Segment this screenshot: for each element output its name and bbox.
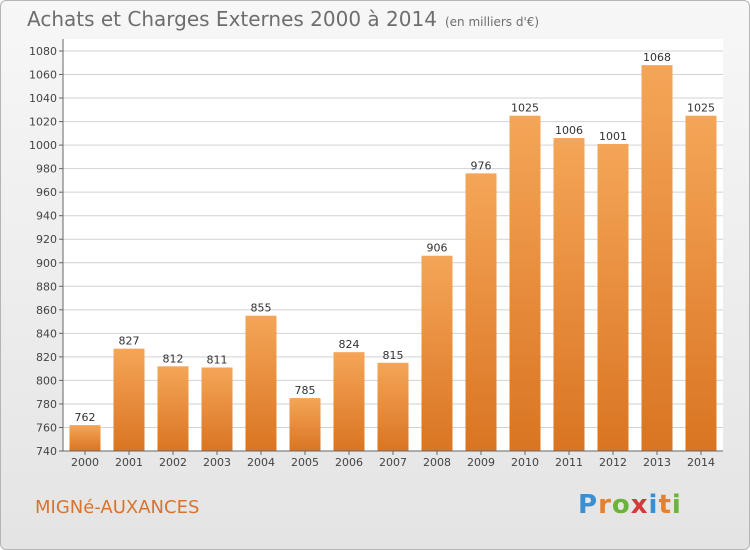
bar <box>553 138 585 451</box>
x-tick-label: 2006 <box>335 456 363 469</box>
y-tick-label: 920 <box>36 233 57 246</box>
x-tick-label: 2009 <box>467 456 495 469</box>
data-label: 815 <box>383 349 404 362</box>
city-name: MIGNé-AUXANCES <box>35 497 200 518</box>
y-tick-label: 740 <box>36 445 57 458</box>
data-label: 855 <box>251 302 272 315</box>
y-tick-label: 780 <box>36 398 57 411</box>
data-label: 785 <box>295 384 316 397</box>
bar <box>289 398 321 451</box>
data-label: 1001 <box>599 130 627 143</box>
logo-letter: P <box>578 490 599 520</box>
bar <box>685 115 717 452</box>
y-tick-label: 1080 <box>29 45 57 58</box>
x-tick-label: 2010 <box>511 456 539 469</box>
x-tick-label: 2007 <box>379 456 407 469</box>
bar <box>509 115 541 452</box>
bar <box>157 366 189 451</box>
logo-letter: x <box>630 490 649 520</box>
data-label: 1025 <box>687 102 715 115</box>
y-tick-label: 980 <box>36 163 57 176</box>
x-tick-label: 2014 <box>687 456 715 469</box>
data-label: 1006 <box>555 124 583 137</box>
x-tick-label: 2012 <box>599 456 627 469</box>
x-tick-label: 2001 <box>115 456 143 469</box>
title-text: Achats et Charges Externes 2000 à 2014 <box>27 7 437 31</box>
logo-letter: t <box>658 490 672 520</box>
x-tick-label: 2011 <box>555 456 583 469</box>
y-tick-label: 1040 <box>29 92 57 105</box>
y-tick-label: 760 <box>36 421 57 434</box>
bar <box>597 143 629 452</box>
data-label: 827 <box>119 335 140 348</box>
x-tick-label: 2002 <box>159 456 187 469</box>
y-tick-label: 820 <box>36 351 57 364</box>
logo-letter: r <box>598 490 612 520</box>
logo-letter: o <box>611 490 631 520</box>
data-label: 762 <box>75 411 96 424</box>
x-tick-label: 2000 <box>71 456 99 469</box>
logo-letter: i <box>671 490 682 520</box>
y-tick-label: 800 <box>36 374 57 387</box>
x-tick-label: 2013 <box>643 456 671 469</box>
y-tick-label: 960 <box>36 186 57 199</box>
data-label: 1025 <box>511 102 539 115</box>
y-tick-label: 900 <box>36 257 57 270</box>
bar <box>69 425 101 451</box>
title-unit: (en milliers d'€) <box>444 15 540 29</box>
data-label: 1068 <box>643 51 671 64</box>
bar <box>377 362 409 451</box>
data-label: 906 <box>427 242 448 255</box>
proxiti-logo: Proxiti <box>578 490 682 520</box>
logo-letter: i <box>648 490 659 520</box>
x-tick-label: 2003 <box>203 456 231 469</box>
bar <box>465 173 497 451</box>
data-label: 824 <box>339 338 360 351</box>
bar <box>421 255 453 451</box>
y-tick-label: 1000 <box>29 139 57 152</box>
data-label: 812 <box>163 352 184 365</box>
y-tick-label: 1020 <box>29 116 57 129</box>
chart-title: Achats et Charges Externes 2000 à 2014 (e… <box>27 7 539 31</box>
x-tick-label: 2005 <box>291 456 319 469</box>
data-label: 811 <box>207 353 228 366</box>
bar <box>245 315 277 451</box>
y-tick-label: 840 <box>36 327 57 340</box>
data-label: 976 <box>471 159 492 172</box>
bar <box>201 367 233 451</box>
y-tick-label: 880 <box>36 280 57 293</box>
bar <box>333 352 365 451</box>
x-tick-label: 2004 <box>247 456 275 469</box>
y-tick-label: 940 <box>36 210 57 223</box>
y-tick-label: 860 <box>36 304 57 317</box>
bar <box>113 348 145 451</box>
y-tick-label: 1060 <box>29 69 57 82</box>
bar <box>641 65 673 451</box>
x-tick-label: 2008 <box>423 456 451 469</box>
